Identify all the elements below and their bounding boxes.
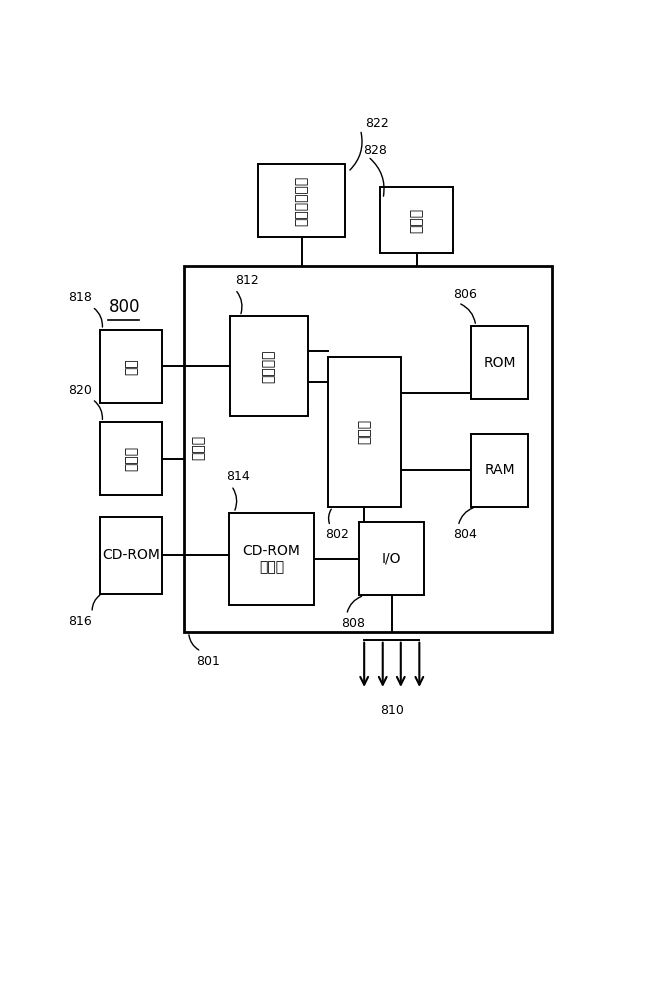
Text: 800: 800 [109,298,140,316]
Text: 804: 804 [453,528,477,541]
Text: 828: 828 [363,144,387,157]
FancyBboxPatch shape [258,164,345,237]
Text: 818: 818 [69,291,92,304]
FancyBboxPatch shape [100,330,162,403]
Text: 磁盘: 磁盘 [124,358,138,375]
Text: 801: 801 [196,655,220,668]
Text: 806: 806 [453,288,477,301]
Text: 处理器: 处理器 [357,419,371,444]
FancyBboxPatch shape [230,316,308,416]
Text: ROM: ROM [483,356,516,370]
Text: 814: 814 [226,470,250,483]
Text: 816: 816 [69,615,92,628]
Text: 因特网: 因特网 [410,208,424,233]
Text: 盘驱动器: 盘驱动器 [262,350,276,383]
Text: 808: 808 [342,617,366,630]
FancyBboxPatch shape [229,513,314,605]
Text: CD-ROM: CD-ROM [102,548,160,562]
Text: 用户输入接口: 用户输入接口 [294,176,309,226]
Text: 820: 820 [69,384,92,397]
FancyBboxPatch shape [328,357,400,507]
Text: CD-ROM
播放器: CD-ROM 播放器 [243,544,300,574]
FancyBboxPatch shape [184,266,553,632]
FancyBboxPatch shape [471,326,529,399]
FancyBboxPatch shape [100,517,162,594]
FancyBboxPatch shape [359,522,424,595]
Text: 显示器: 显示器 [124,446,138,471]
Text: 812: 812 [235,274,259,287]
Text: I/O: I/O [382,552,402,566]
Text: 822: 822 [366,117,389,130]
FancyBboxPatch shape [380,187,453,253]
Text: 810: 810 [380,704,404,717]
Text: 服务器: 服务器 [192,435,206,460]
Text: 802: 802 [325,528,349,541]
Text: RAM: RAM [484,463,515,477]
FancyBboxPatch shape [100,422,162,495]
FancyBboxPatch shape [471,434,529,507]
